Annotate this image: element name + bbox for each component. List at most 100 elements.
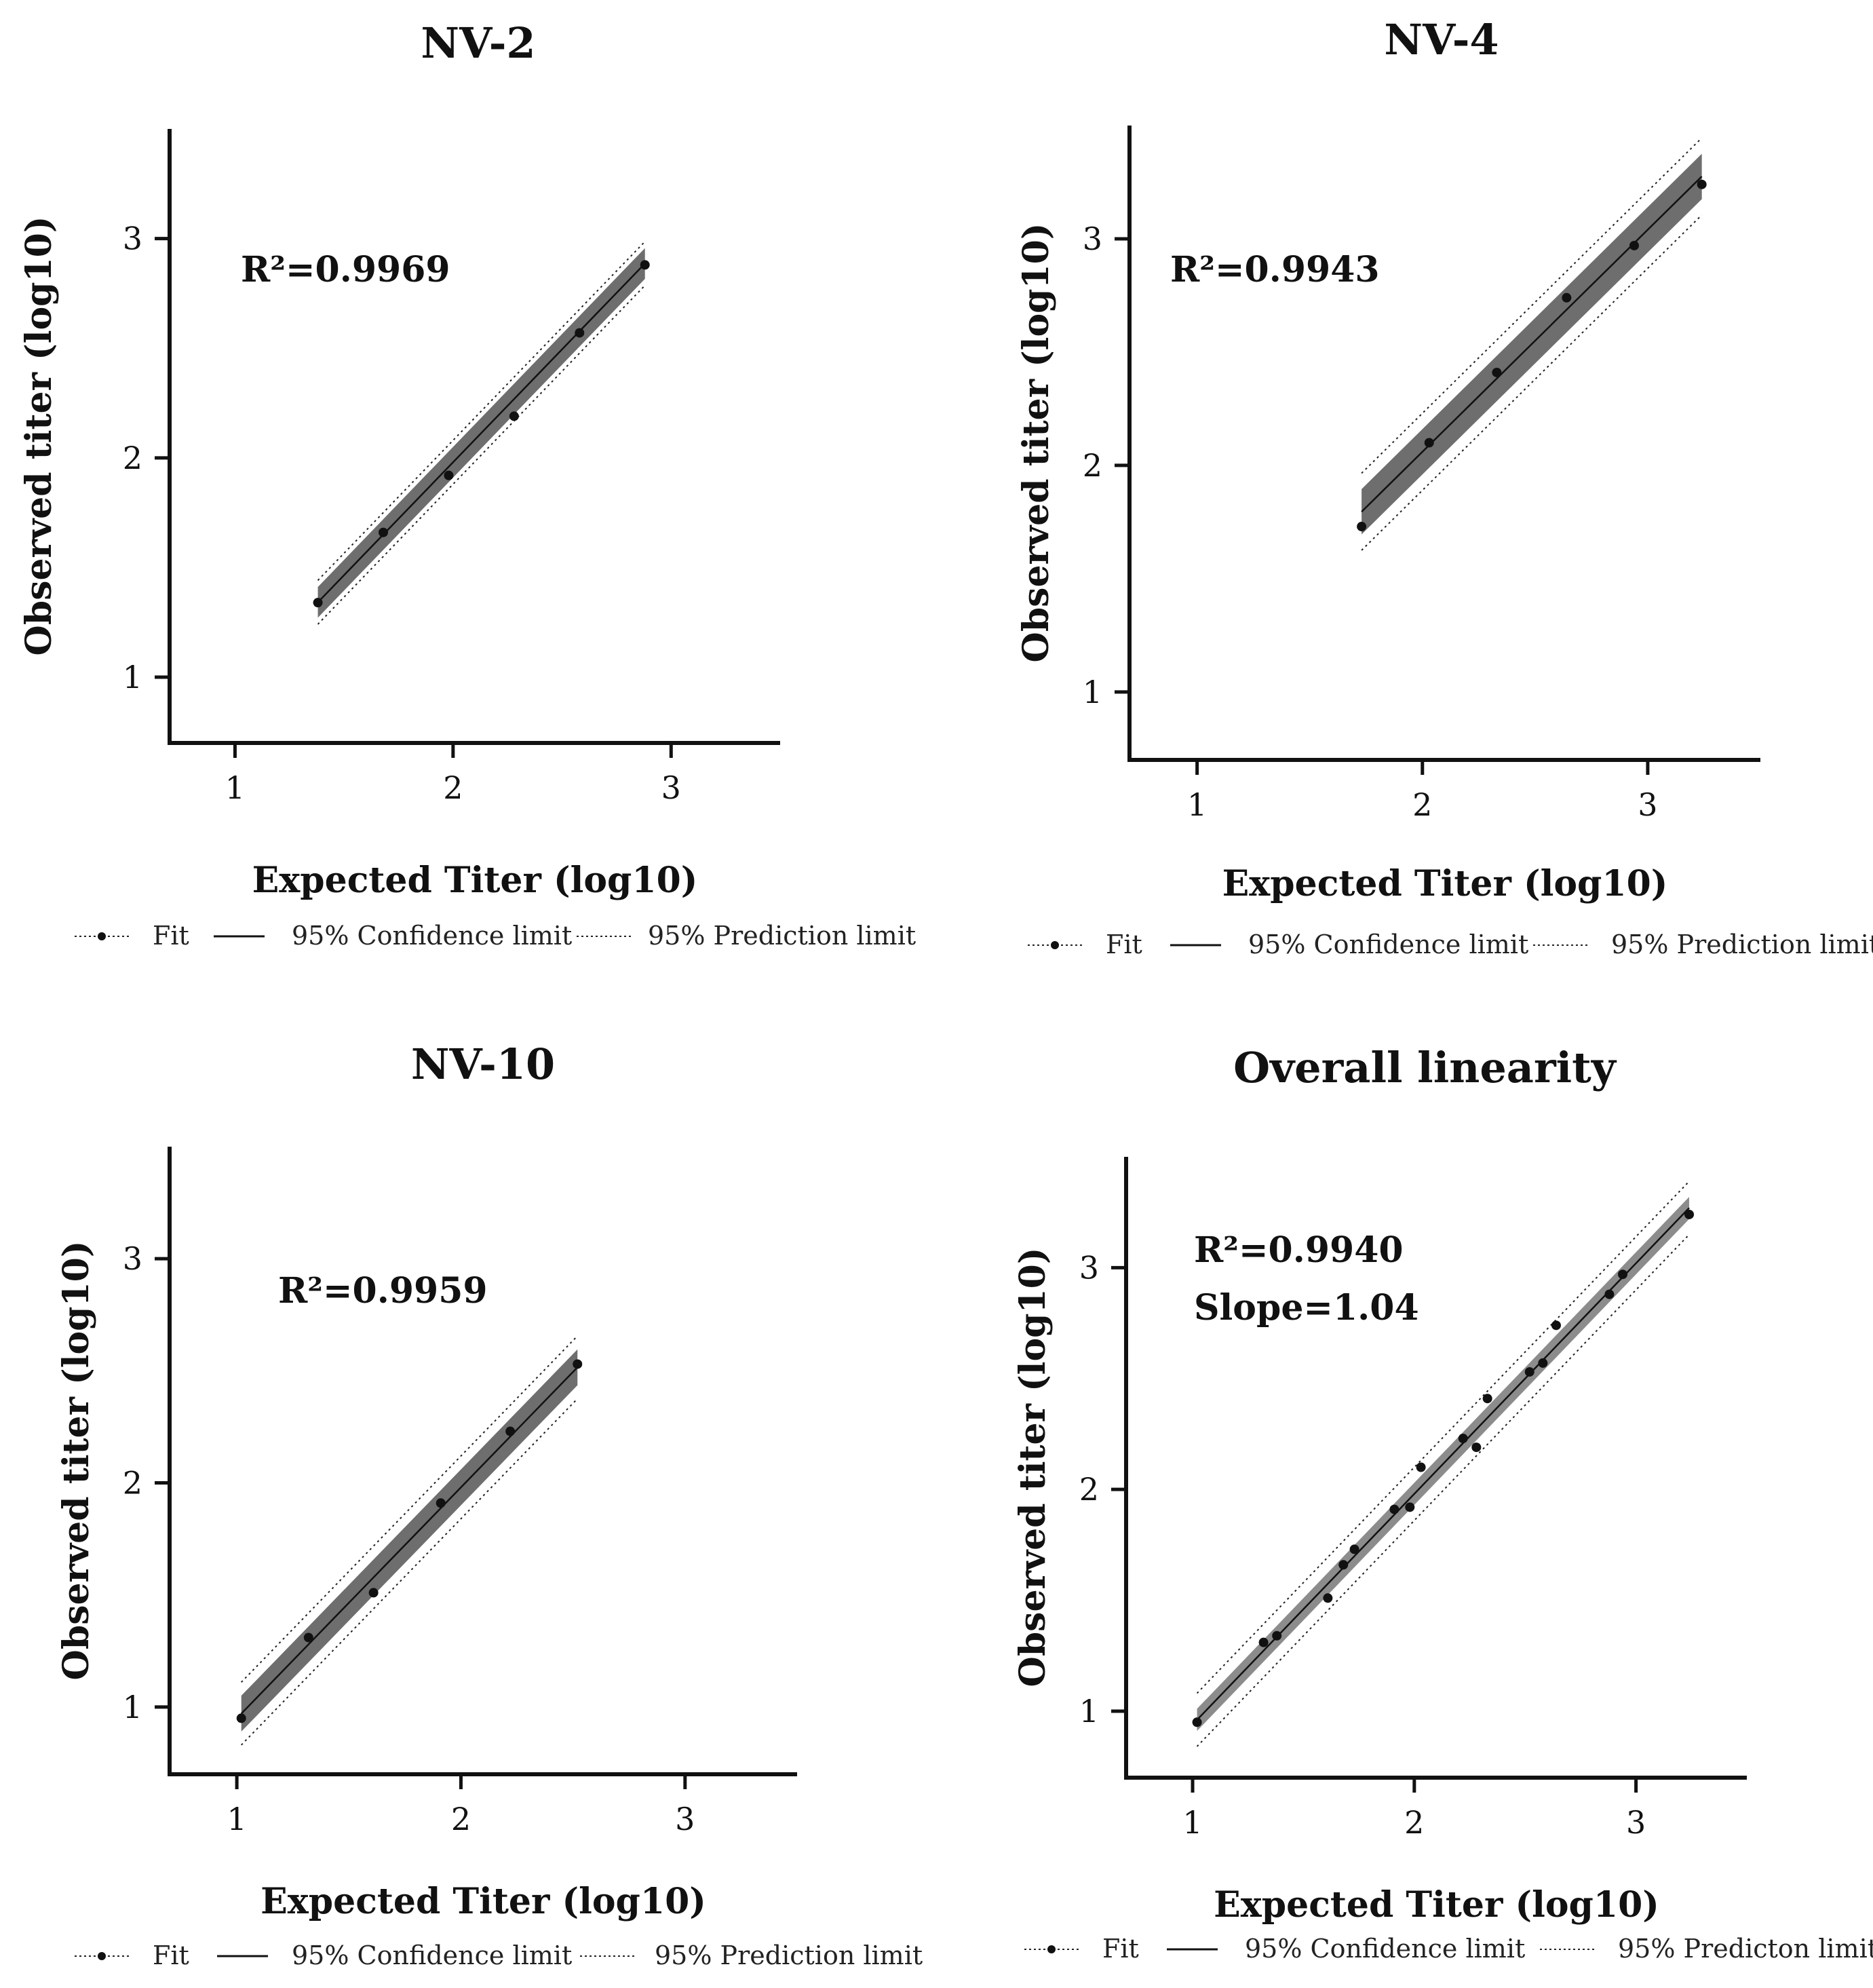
y-tick-label: 2 — [123, 1465, 142, 1502]
chart-nv10: NV-10 1 2 3 1 2 3 Expected Titer (log10) Observe… — [56, 1039, 923, 1970]
data-point — [1562, 292, 1572, 303]
y-tick-label: 3 — [1079, 1249, 1099, 1286]
legend-fit-marker — [1051, 941, 1059, 949]
data-point — [640, 260, 650, 270]
legend: Fit 95% Confidence limit 95% Prediction li… — [75, 921, 916, 951]
prediction-limit-upper — [1196, 1181, 1690, 1694]
data-point — [436, 1498, 446, 1508]
data-point — [1618, 1269, 1627, 1280]
data-point — [1684, 1209, 1695, 1219]
data-point — [1524, 1366, 1534, 1377]
data-point — [236, 1713, 246, 1723]
data-point — [1272, 1630, 1282, 1641]
y-axis-label: Observed titer (log10) — [1016, 223, 1057, 663]
x-tick-label: 1 — [1182, 1804, 1202, 1841]
data-point — [1258, 1637, 1269, 1647]
x-axis-label: Expected Titer (log10) — [260, 1881, 706, 1922]
x-tick-label: 3 — [675, 1801, 695, 1837]
x-tick-label: 3 — [661, 769, 681, 806]
y-axis-label: Observed titer (log10) — [56, 1241, 97, 1681]
chart-title: NV-4 — [1384, 15, 1499, 64]
y-tick-label: 1 — [123, 1689, 142, 1725]
data-point — [313, 598, 323, 608]
data-point — [1629, 240, 1639, 250]
x-axis-label: Expected Titer (log10) — [252, 860, 698, 901]
y-axis-label: Observed titer (log10) — [18, 216, 60, 656]
fit-line — [1196, 1207, 1690, 1721]
annotation: R²=0.9940 — [1194, 1229, 1404, 1271]
data-point — [303, 1632, 313, 1643]
legend-label: 95% Prediction limit — [655, 1941, 923, 1970]
chart-nv4: NV-4 1 2 3 1 2 3 Expected Titer (log10) Observed… — [1016, 15, 1873, 959]
data-point — [1405, 1502, 1415, 1512]
prediction-limit-lower — [1361, 214, 1703, 551]
annotation: R²=0.9969 — [241, 249, 450, 290]
data-point — [1697, 179, 1707, 189]
x-tick-label: 2 — [443, 769, 463, 806]
y-tick-label: 1 — [123, 659, 142, 695]
data-point — [573, 1359, 583, 1369]
data-point — [575, 328, 585, 338]
x-tick-label: 2 — [1412, 786, 1432, 823]
legend-label: 95% Confidence limit — [292, 921, 572, 951]
chart-title: NV-2 — [421, 18, 535, 68]
data-point — [1424, 438, 1434, 448]
data-point — [505, 1426, 516, 1436]
legend-label: 95% Prediction limit — [648, 921, 916, 951]
x-axis-label: Expected Titer (log10) — [1214, 1884, 1659, 1926]
data-point — [1192, 1717, 1202, 1727]
data-point — [1357, 522, 1367, 532]
y-tick-label: 2 — [1083, 447, 1102, 484]
x-tick-label: 1 — [227, 1801, 246, 1837]
legend-fit-marker — [98, 1952, 106, 1960]
legend-label: Fit — [1106, 930, 1142, 959]
legend-fit-marker — [1047, 1945, 1056, 1953]
y-tick-label: 3 — [123, 1240, 142, 1277]
chart-nv2: NV-2 1 2 3 1 2 3 Expected Titer (log10) Observed… — [18, 18, 916, 951]
annotation: R²=0.9959 — [278, 1270, 488, 1312]
x-tick-label: 3 — [1638, 786, 1657, 823]
prediction-limit-upper — [317, 241, 646, 581]
legend-label: 95% Confidence limit — [292, 1941, 572, 1970]
data-point — [1349, 1544, 1359, 1554]
legend-label: 95% Confidence limit — [1245, 1934, 1525, 1964]
y-axis-label: Observed titer (log10) — [1012, 1248, 1054, 1687]
legend-label: 95% Predicton limit — [1618, 1934, 1873, 1964]
prediction-limit-upper — [1361, 137, 1703, 474]
legend: Fit 95% Confidence limit 95% Prediction li… — [75, 1941, 923, 1970]
data-point — [1551, 1320, 1561, 1331]
chart-title: NV-10 — [411, 1039, 555, 1089]
legend: Fit 95% Confidence limit 95% Prediction li… — [1028, 930, 1873, 959]
data-point — [1538, 1358, 1548, 1368]
prediction-limit-lower — [317, 284, 646, 625]
fit-line — [1361, 176, 1703, 513]
prediction-limit-lower — [240, 1398, 578, 1746]
annotation: R²=0.9943 — [1170, 249, 1380, 290]
x-tick-label: 1 — [225, 769, 245, 806]
data-point — [509, 411, 519, 421]
annotation: Slope=1.04 — [1194, 1287, 1419, 1328]
x-tick-label: 2 — [1404, 1804, 1424, 1841]
data-point — [1471, 1442, 1482, 1453]
data-point — [1389, 1504, 1399, 1514]
prediction-limit-lower — [1196, 1234, 1690, 1747]
x-tick-label: 1 — [1187, 786, 1207, 823]
data-point — [444, 470, 454, 480]
data-point — [1482, 1394, 1492, 1404]
legend-label: 95% Prediction limit — [1611, 930, 1873, 959]
x-axis-label: Expected Titer (log10) — [1222, 863, 1668, 904]
fit-line — [317, 263, 646, 603]
y-tick-label: 3 — [123, 221, 142, 257]
data-point — [1492, 367, 1502, 377]
legend: Fit 95% Confidence limit 95% Predicton lim… — [1024, 1934, 1873, 1964]
y-tick-label: 2 — [123, 440, 142, 476]
data-point — [379, 527, 388, 537]
y-tick-label: 1 — [1083, 674, 1102, 710]
data-point — [368, 1588, 379, 1598]
x-tick-label: 3 — [1626, 1804, 1646, 1841]
data-point — [1338, 1560, 1349, 1570]
prediction-limit-upper — [240, 1335, 578, 1683]
data-point — [1604, 1289, 1615, 1299]
legend-label: 95% Confidence limit — [1248, 930, 1528, 959]
